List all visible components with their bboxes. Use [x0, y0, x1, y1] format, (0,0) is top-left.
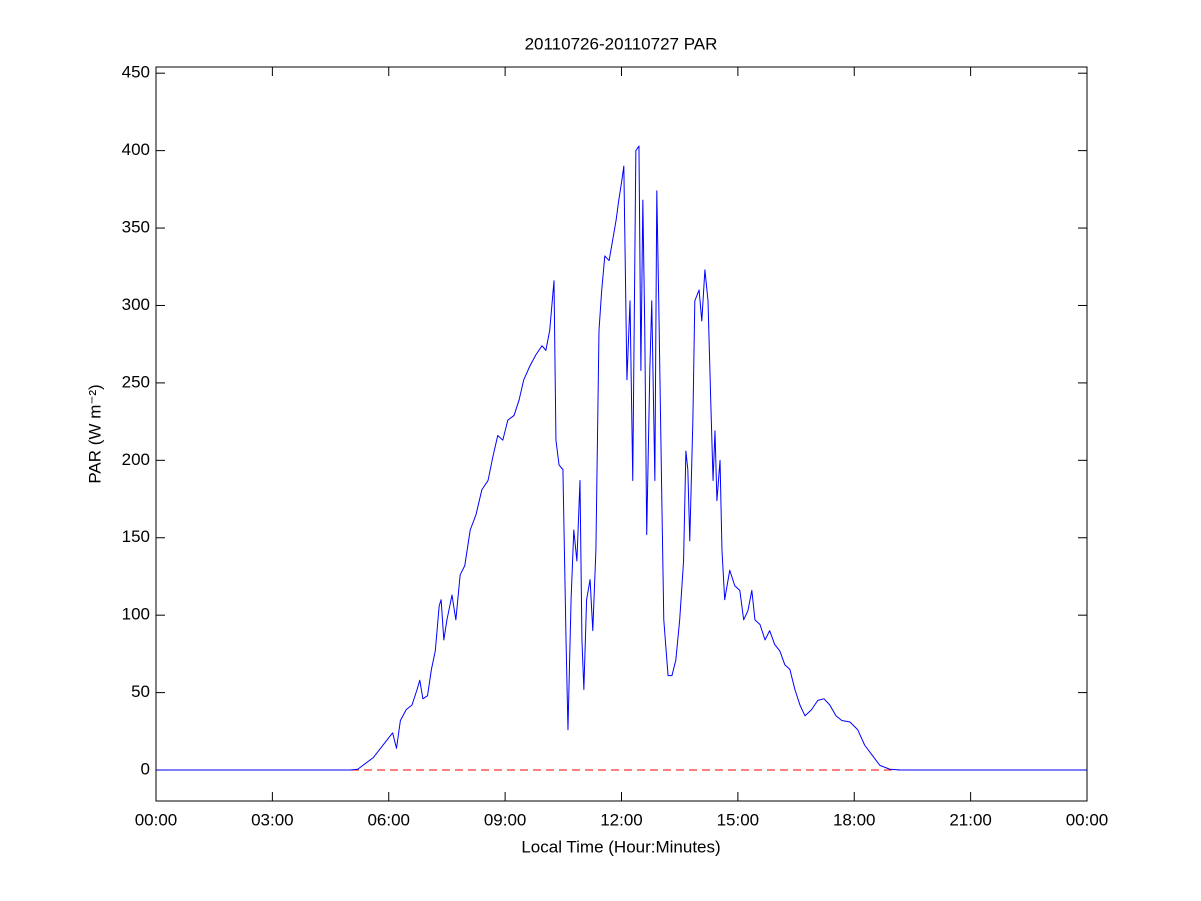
- x-axis-label: Local Time (Hour:Minutes): [521, 837, 720, 856]
- x-tick-label: 00:00: [1066, 810, 1109, 829]
- y-tick-label: 300: [122, 295, 150, 314]
- y-tick-label: 450: [122, 63, 150, 82]
- x-tick-label: 09:00: [484, 810, 527, 829]
- y-tick-label: 50: [131, 682, 150, 701]
- y-tick-label: 350: [122, 218, 150, 237]
- y-tick-label: 250: [122, 372, 150, 391]
- x-tick-label: 21:00: [949, 810, 992, 829]
- y-axis-label: PAR (W m⁻²): [85, 384, 104, 483]
- plot-frame: [155, 66, 1088, 802]
- x-tick-label: 03:00: [251, 810, 294, 829]
- x-tick-label: 18:00: [833, 810, 876, 829]
- y-tick-label: 100: [122, 605, 150, 624]
- y-tick-label: 0: [141, 760, 150, 779]
- x-tick-label: 06:00: [367, 810, 410, 829]
- x-tick-label: 00:00: [135, 810, 178, 829]
- x-tick-label: 12:00: [600, 810, 643, 829]
- chart-title: 20110726-20110727 PAR: [525, 34, 718, 53]
- y-tick-label: 150: [122, 527, 150, 546]
- data-line: [156, 145, 1087, 771]
- y-tick-label: 400: [122, 140, 150, 159]
- plot-area: [156, 67, 1087, 801]
- y-tick-label: 200: [122, 450, 150, 469]
- x-tick-label: 15:00: [717, 810, 760, 829]
